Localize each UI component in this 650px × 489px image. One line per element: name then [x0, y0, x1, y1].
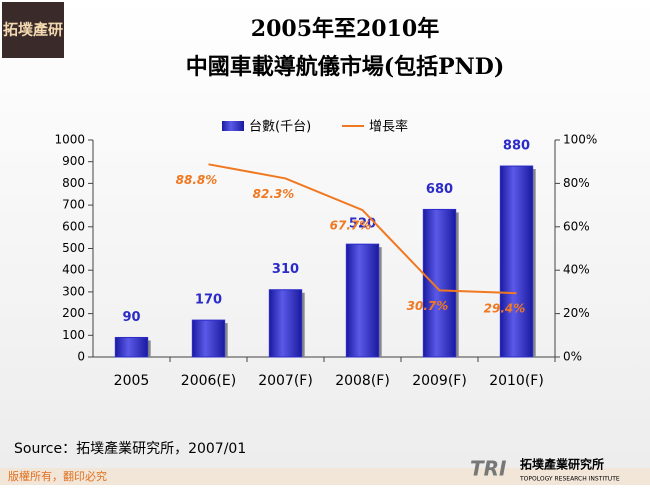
legend-swatch	[222, 121, 244, 131]
y-tick-label: 1000	[54, 133, 85, 147]
title: 2005年至2010年	[251, 16, 439, 42]
y-tick-label: 500	[62, 241, 85, 255]
x-tick-label: 2008(F)	[335, 373, 390, 389]
bar	[268, 289, 303, 358]
y-tick-label: 200	[62, 306, 85, 320]
y-tick-label: 0	[77, 350, 85, 364]
bar	[191, 319, 226, 358]
y-tick-label: 400	[62, 263, 85, 277]
source: Source：拓墣產業研究所，2007/01	[14, 440, 246, 457]
x-tick-label: 2007(F)	[258, 373, 313, 389]
line-label: 82.3%	[253, 187, 295, 201]
logo-box	[2, 2, 64, 58]
bar-label: 680	[426, 182, 453, 197]
bar-label: 520	[349, 217, 376, 232]
brand: TRI	[470, 457, 507, 481]
line-label: 30.7%	[407, 299, 449, 313]
bar-label: 880	[503, 139, 530, 154]
y2-tick-label: 80%	[563, 176, 590, 190]
copyright: 版權所有，翻印必究	[8, 469, 107, 483]
org-en: TOPOLOGY RESEARCH INSTITUTE	[519, 476, 620, 483]
bar	[499, 165, 534, 358]
legend-label: 台數(千台)	[249, 120, 311, 135]
x-tick-label: 2009(F)	[412, 373, 467, 389]
y-tick-label: 100	[62, 328, 85, 342]
y2-tick-label: 20%	[563, 306, 590, 320]
y2-tick-label: 0%	[563, 350, 582, 364]
y2-tick-label: 60%	[563, 219, 590, 233]
x-tick-label: 2010(F)	[489, 373, 544, 389]
line	[208, 163, 517, 295]
footer-bar	[0, 468, 650, 485]
org: 拓墣產業研究所	[520, 457, 604, 472]
logo: 拓墣產研	[3, 21, 63, 39]
y-tick-label: 600	[62, 219, 85, 233]
y-tick-label: 700	[62, 198, 85, 212]
bar	[114, 336, 149, 358]
y-tick-label: 300	[62, 284, 85, 298]
bar	[345, 243, 380, 358]
line-label: 67.7%	[330, 219, 372, 233]
y2-tick-label: 100%	[563, 133, 597, 147]
bar-label: 90	[122, 310, 140, 325]
bar-label: 170	[195, 293, 222, 308]
y-tick-label: 900	[62, 154, 85, 168]
line-label: 29.4%	[484, 302, 526, 316]
line-label: 88.8%	[176, 173, 218, 187]
x-tick-label: 2005	[114, 373, 150, 389]
x-tick-label: 2006(E)	[181, 373, 236, 389]
y2-tick-label: 40%	[563, 263, 590, 277]
bar-label: 310	[272, 262, 299, 277]
title: 中國車載導航儀市場(包括PND)	[186, 54, 505, 80]
bar	[422, 208, 457, 358]
y-tick-label: 800	[62, 176, 85, 190]
legend-label: 增長率	[369, 119, 408, 135]
